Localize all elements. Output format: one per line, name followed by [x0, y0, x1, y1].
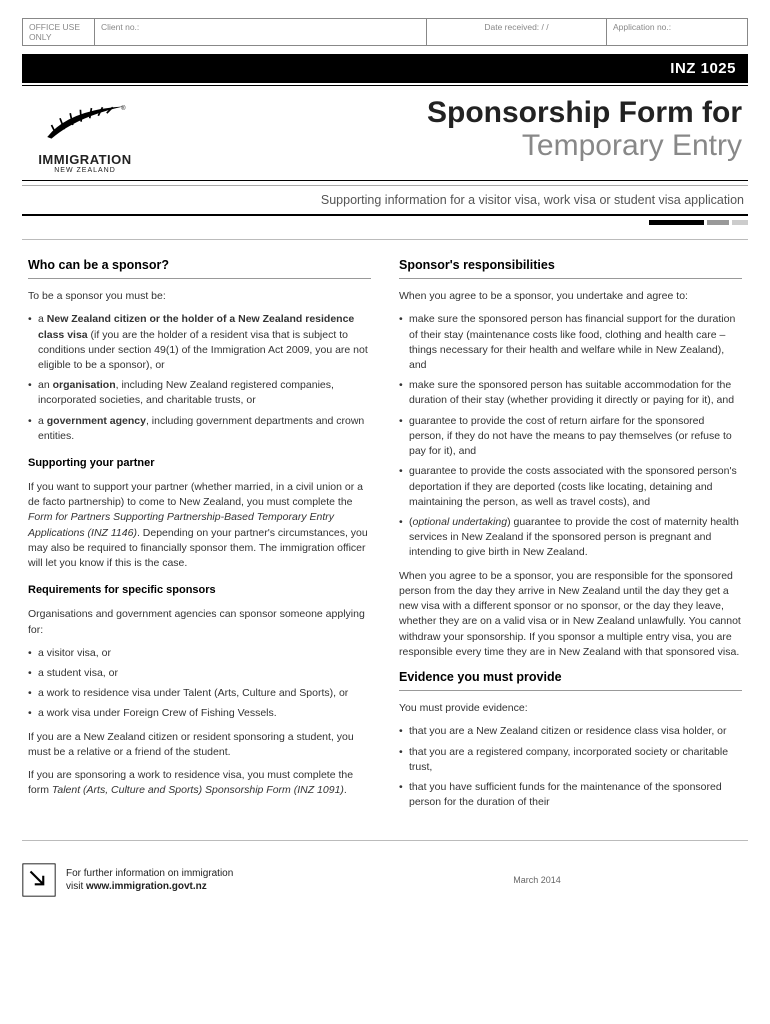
- application-no-field: Application no.:: [607, 19, 747, 45]
- student-note: If you are a New Zealand citizen or resi…: [28, 730, 371, 760]
- office-label: OFFICE USE ONLY: [23, 19, 95, 45]
- svg-text:®: ®: [121, 105, 126, 112]
- list-item: a government agency, including governmen…: [28, 414, 371, 444]
- office-use-row: OFFICE USE ONLY Client no.: Date receive…: [22, 18, 748, 46]
- title-block: ® IMMIGRATION NEW ZEALAND Sponsorship Fo…: [22, 85, 748, 181]
- list-item: guarantee to provide the costs associate…: [399, 464, 742, 510]
- requirements-heading: Requirements for specific sponsors: [28, 583, 371, 599]
- evidence-heading: Evidence you must provide: [399, 668, 742, 691]
- list-item: a student visa, or: [28, 666, 371, 681]
- responsibilities-intro: When you agree to be a sponsor, you unde…: [399, 289, 742, 304]
- left-column: Who can be a sponsor? To be a sponsor yo…: [28, 256, 371, 818]
- list-item: guarantee to provide the cost of return …: [399, 414, 742, 460]
- list-item: an organisation, including New Zealand r…: [28, 378, 371, 408]
- list-item: a New Zealand citizen or the holder of a…: [28, 312, 371, 373]
- responsibilities-list: make sure the sponsored person has finan…: [399, 312, 742, 560]
- footer-date: March 2014: [326, 875, 748, 885]
- list-item: (optional undertaking) guarantee to prov…: [399, 515, 742, 561]
- footer-line2: visit www.immigration.govt.nz: [66, 880, 316, 893]
- fern-icon: ®: [43, 100, 128, 145]
- right-column: Sponsor's responsibilities When you agre…: [399, 256, 742, 818]
- list-item: that you are a New Zealand citizen or re…: [399, 724, 742, 739]
- responsibilities-summary: When you agree to be a sponsor, you are …: [399, 569, 742, 660]
- supporting-partner-heading: Supporting your partner: [28, 456, 371, 472]
- who-intro: To be a sponsor you must be:: [28, 289, 371, 304]
- evidence-list: that you are a New Zealand citizen or re…: [399, 724, 742, 810]
- list-item: a work to residence visa under Talent (A…: [28, 686, 371, 701]
- supporting-partner-text: If you want to support your partner (whe…: [28, 480, 371, 571]
- requirements-intro: Organisations and government agencies ca…: [28, 607, 371, 637]
- arrow-icon: [22, 863, 56, 897]
- list-item: make sure the sponsored person has finan…: [399, 312, 742, 373]
- evidence-intro: You must provide evidence:: [399, 701, 742, 716]
- title-sub: Temporary Entry: [152, 129, 742, 162]
- list-item: a visitor visa, or: [28, 646, 371, 661]
- who-sponsor-heading: Who can be a sponsor?: [28, 256, 371, 279]
- responsibilities-heading: Sponsor's responsibilities: [399, 256, 742, 279]
- form-code-bar: INZ 1025: [22, 54, 748, 83]
- title-main: Sponsorship Form for: [152, 96, 742, 129]
- list-item: that you are a registered company, incor…: [399, 745, 742, 775]
- footer-line1: For further information on immigration: [66, 867, 316, 880]
- residence-note: If you are sponsoring a work to residenc…: [28, 768, 371, 798]
- logo: ® IMMIGRATION NEW ZEALAND: [22, 96, 152, 174]
- list-item: make sure the sponsored person has suita…: [399, 378, 742, 408]
- list-item: a work visa under Foreign Crew of Fishin…: [28, 706, 371, 721]
- client-no-field: Client no.:: [95, 19, 427, 45]
- logo-text-1: IMMIGRATION: [26, 152, 144, 167]
- content-columns: Who can be a sponsor? To be a sponsor yo…: [22, 239, 748, 841]
- logo-text-2: NEW ZEALAND: [26, 167, 144, 174]
- list-item: that you have sufficient funds for the m…: [399, 780, 742, 810]
- subtitle: Supporting information for a visitor vis…: [22, 185, 748, 216]
- requirements-list: a visitor visa, or a student visa, or a wo…: [28, 646, 371, 722]
- who-list: a New Zealand citizen or the holder of a…: [28, 312, 371, 444]
- footer: For further information on immigration v…: [22, 863, 748, 897]
- date-received-field: Date received: / /: [427, 19, 607, 45]
- accent-bars: [22, 220, 748, 225]
